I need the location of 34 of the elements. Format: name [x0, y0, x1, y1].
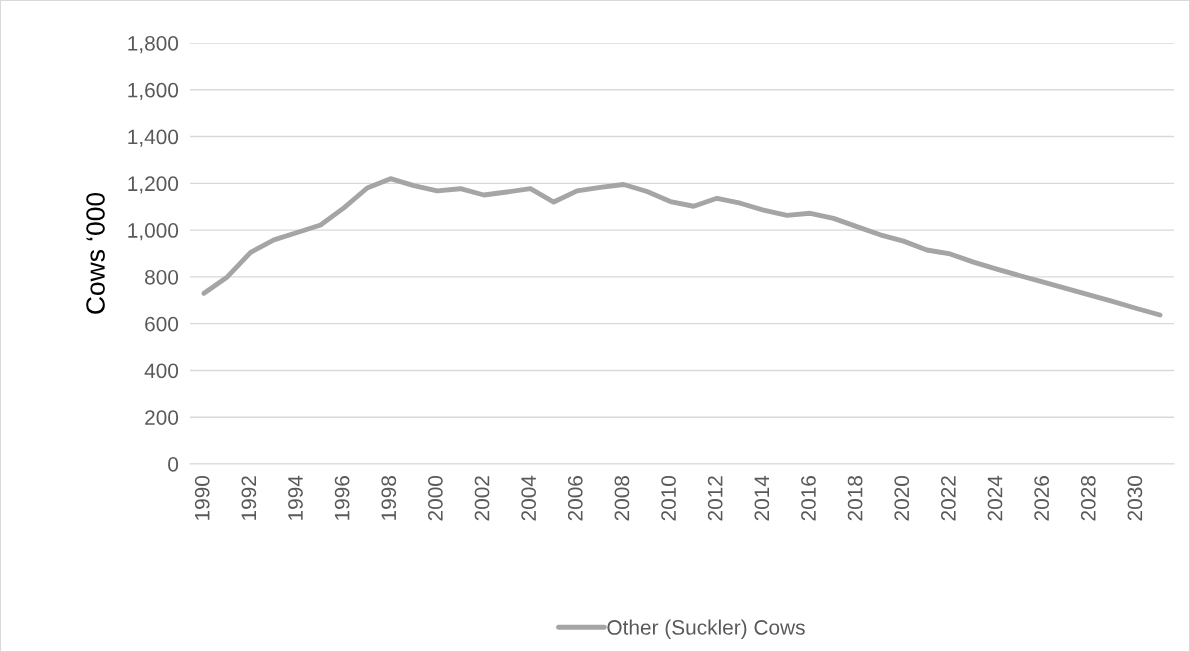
x-tick-label: 1996 — [334, 476, 350, 520]
x-tick-label: 2014 — [754, 475, 770, 521]
x-tick-label: 1994 — [288, 475, 303, 520]
x-tick-label: 2006 — [567, 476, 583, 521]
legend-label: Other (Suckler) Cows — [607, 619, 805, 639]
x-tick-label: 2020 — [894, 475, 910, 521]
x-tick-label: 2026 — [1034, 476, 1050, 521]
y-axis-title: Cows ‘000 — [86, 192, 105, 314]
y-tick-label: 1,600 — [128, 82, 179, 100]
x-tick-label: 2024 — [987, 475, 1003, 521]
x-tick-label: 2022 — [940, 476, 956, 521]
x-tick-label: 2002 — [474, 476, 490, 521]
x-tick-label: 2010 — [661, 475, 676, 521]
y-tick-label: 600 — [145, 316, 179, 332]
x-tick-label: 1998 — [381, 476, 397, 520]
y-tick-label: 1,200 — [128, 176, 179, 194]
line-series — [201, 176, 1163, 318]
x-tick-label: 2004 — [521, 475, 537, 521]
y-tick-label: 1,000 — [128, 223, 179, 241]
y-tick-label: 1,800 — [128, 36, 179, 54]
x-tick-label: 2012 — [707, 476, 723, 521]
x-tick-label: 2000 — [428, 475, 443, 521]
x-tick-label: 2028 — [1080, 476, 1096, 521]
x-tick-label: 2030 — [1127, 475, 1143, 521]
x-tick-label: 1992 — [241, 476, 257, 520]
x-tick-label: 2016 — [801, 476, 816, 521]
y-tick-label: 400 — [144, 363, 179, 379]
x-tick-label: 1990 — [194, 475, 210, 520]
x-tick-label: 2008 — [614, 476, 630, 521]
x-tick-label: 2018 — [847, 476, 863, 521]
y-tick-label: 800 — [145, 269, 179, 285]
y-tick-label: 200 — [145, 410, 179, 425]
y-tick-label: 0 — [168, 457, 179, 472]
y-tick-label: 1,400 — [128, 129, 179, 147]
